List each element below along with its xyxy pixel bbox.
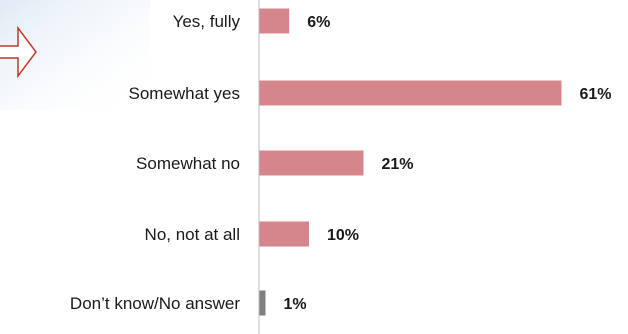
category-label-don-t-know-no-answer: Don’t know/No answer [70, 294, 240, 313]
value-label-don-t-know-no-answer: 1% [284, 296, 307, 313]
bar-somewhat-yes [259, 80, 562, 106]
value-label-somewhat-no: 21% [381, 156, 413, 173]
category-label-somewhat-no: Somewhat no [136, 154, 240, 173]
value-label-yes-fully: 6% [307, 14, 330, 31]
value-label-no-not-at-all: 10% [327, 227, 359, 244]
category-label-yes-fully: Yes, fully [173, 12, 241, 31]
category-label-no-not-at-all: No, not at all [145, 225, 240, 244]
bar-don-t-know-no-answer [259, 290, 266, 316]
value-label-somewhat-yes: 61% [580, 86, 612, 103]
bars-layer: Yes, fully 6% Somewhat yes 61% Somewhat no 21… [70, 8, 612, 316]
bar-somewhat-no [259, 150, 364, 176]
bar-no-not-at-all [259, 221, 310, 247]
category-label-somewhat-yes: Somewhat yes [129, 84, 241, 103]
bar-yes-fully [259, 8, 290, 34]
arrow-icon [0, 25, 37, 79]
